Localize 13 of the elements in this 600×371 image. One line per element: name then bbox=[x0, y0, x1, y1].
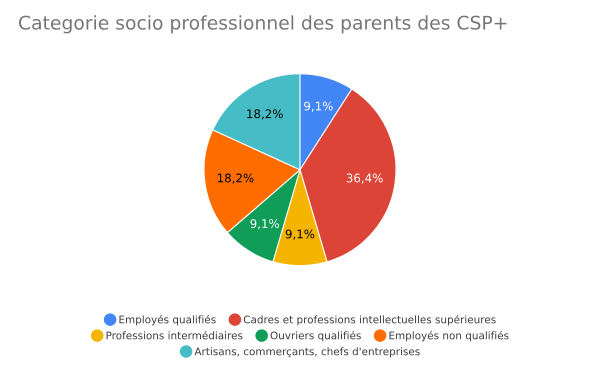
data-label: 9,1% bbox=[286, 230, 314, 240]
legend-label: Employés non qualifiés bbox=[389, 330, 509, 342]
data-label: 18,2% bbox=[218, 174, 254, 184]
legend-label: Cadres et professions intellectuelles supérieures bbox=[244, 314, 496, 326]
legend-label: Ouvriers qualifiés bbox=[270, 330, 361, 342]
data-label: 36,4% bbox=[346, 174, 383, 184]
chart-title: Categorie socio professionnel des parents des CSP+ bbox=[19, 15, 506, 34]
legend-label: Artisans, commerçants, chefs d'entreprises bbox=[194, 347, 420, 358]
data-label: 9,1% bbox=[250, 219, 280, 230]
legend-label: Professions intermédiaires bbox=[106, 330, 242, 340]
legend-label: Employés qualifiés bbox=[119, 314, 216, 326]
data-label: 18,2% bbox=[247, 109, 283, 120]
data-label: 9,1% bbox=[304, 102, 333, 112]
